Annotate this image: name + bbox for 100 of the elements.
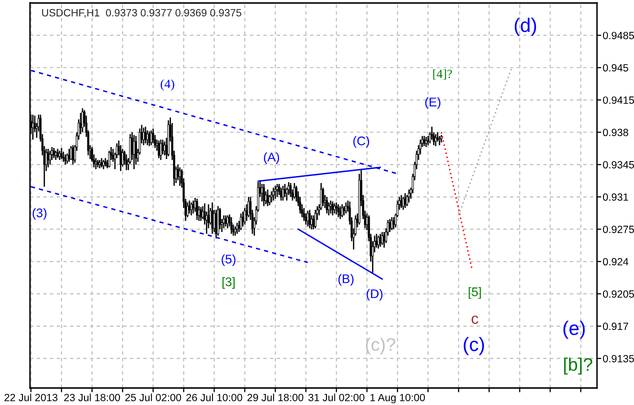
x-tick-label: 1 Aug 10:00 bbox=[370, 394, 425, 404]
candlestick bbox=[72, 144, 74, 166]
annotation: (c) bbox=[464, 336, 484, 356]
candlestick bbox=[402, 196, 404, 210]
candlestick bbox=[244, 207, 246, 226]
candlestick bbox=[144, 126, 147, 144]
candlestick bbox=[100, 157, 103, 168]
candlestick bbox=[226, 214, 229, 229]
candlestick bbox=[274, 185, 276, 200]
candlestick bbox=[50, 146, 53, 161]
candlestick bbox=[314, 209, 316, 229]
candlestick bbox=[211, 202, 214, 234]
annotation: [3] bbox=[222, 277, 235, 289]
candlestick bbox=[66, 152, 68, 164]
candlestick bbox=[270, 190, 273, 204]
candlestick bbox=[375, 233, 378, 248]
candlestick bbox=[60, 147, 63, 160]
annotation: (E) bbox=[425, 97, 440, 109]
annotation: (e) bbox=[563, 320, 585, 339]
candlestick bbox=[236, 222, 238, 234]
x-tick-label: 26 Jul 10:00 bbox=[186, 394, 242, 402]
annotation: (A) bbox=[264, 152, 280, 164]
annotation: (3) bbox=[32, 208, 46, 220]
candlestick bbox=[423, 135, 426, 147]
candlestick bbox=[224, 214, 227, 228]
candlestick bbox=[196, 198, 198, 221]
candlestick bbox=[234, 226, 236, 236]
candlestick bbox=[260, 183, 263, 202]
candlestick bbox=[122, 148, 124, 168]
candlestick bbox=[134, 135, 137, 166]
candlestick bbox=[339, 205, 342, 220]
candlestick bbox=[280, 187, 282, 202]
candlestick bbox=[335, 202, 338, 216]
candlestick bbox=[192, 200, 194, 214]
candlestick bbox=[70, 145, 72, 161]
candlestick bbox=[330, 200, 332, 214]
y-tick-label: 0.917 bbox=[602, 322, 628, 330]
candlestick bbox=[120, 144, 122, 172]
candlestick bbox=[160, 139, 162, 161]
candlestick bbox=[186, 202, 189, 218]
candlestick bbox=[266, 188, 269, 207]
candlestick bbox=[332, 200, 334, 216]
candlestick bbox=[290, 182, 292, 198]
candlestick bbox=[308, 209, 311, 229]
candlestick bbox=[133, 134, 136, 170]
annotation: (5) bbox=[222, 254, 236, 266]
candlestick bbox=[295, 185, 298, 202]
annotation: (4) bbox=[160, 79, 174, 91]
candlestick bbox=[408, 188, 410, 204]
chart-title: USDCHF,H1 0.9373 0.9377 0.9369 0.9375 bbox=[42, 9, 242, 18]
y-tick-label: 0.9135 bbox=[602, 354, 634, 362]
candlestick bbox=[47, 148, 50, 168]
candlestick bbox=[64, 154, 66, 166]
candlestick bbox=[54, 150, 57, 161]
candlestick bbox=[425, 136, 428, 148]
candlestick bbox=[333, 202, 336, 214]
annotation: c bbox=[472, 316, 478, 324]
candlestick bbox=[404, 192, 406, 209]
candlestick bbox=[438, 135, 441, 146]
candlestick bbox=[152, 128, 154, 144]
annotation: [b]? bbox=[564, 358, 592, 374]
y-tick-label: 0.9415 bbox=[602, 96, 634, 104]
x-tick-label: 23 Jul 18:00 bbox=[64, 394, 120, 402]
candlestick bbox=[337, 204, 340, 218]
x-tick-label: 31 Jul 02:00 bbox=[308, 394, 364, 402]
candlestick bbox=[390, 216, 393, 231]
annotation: [4]? bbox=[433, 69, 452, 80]
y-tick-label: 0.924 bbox=[602, 258, 628, 266]
candlestick bbox=[343, 205, 346, 216]
candlestick bbox=[383, 231, 386, 248]
candlestick bbox=[108, 150, 110, 168]
candlestick bbox=[230, 216, 232, 234]
candlestick bbox=[102, 159, 105, 170]
candlestick bbox=[148, 130, 150, 147]
annotation: (D) bbox=[366, 289, 382, 301]
candlestick bbox=[282, 185, 284, 202]
candlestick bbox=[142, 127, 145, 146]
annotation: (C) bbox=[353, 136, 370, 148]
candlestick bbox=[436, 132, 439, 142]
candlestick bbox=[381, 231, 384, 246]
candlestick bbox=[427, 135, 430, 146]
candlestick bbox=[49, 150, 52, 166]
candlestick bbox=[68, 148, 70, 162]
annotation: (B) bbox=[338, 274, 354, 286]
candlestick bbox=[322, 187, 324, 207]
annotation: [5] bbox=[468, 287, 481, 299]
candlestick bbox=[248, 196, 250, 218]
y-tick-label: 0.938 bbox=[602, 128, 628, 136]
candlestick bbox=[215, 209, 218, 240]
candlestick bbox=[150, 130, 152, 146]
candlestick bbox=[190, 202, 192, 216]
annotation: (c)? bbox=[366, 338, 396, 354]
candlestick bbox=[164, 140, 166, 156]
candlestick bbox=[306, 210, 309, 228]
candlestick bbox=[379, 233, 382, 248]
y-tick-label: 0.9485 bbox=[602, 32, 634, 40]
candlestick bbox=[58, 150, 61, 161]
candlestick bbox=[276, 183, 278, 198]
x-tick-label: 22 Jul 2013 bbox=[4, 394, 58, 402]
y-tick-label: 0.9345 bbox=[602, 161, 634, 168]
